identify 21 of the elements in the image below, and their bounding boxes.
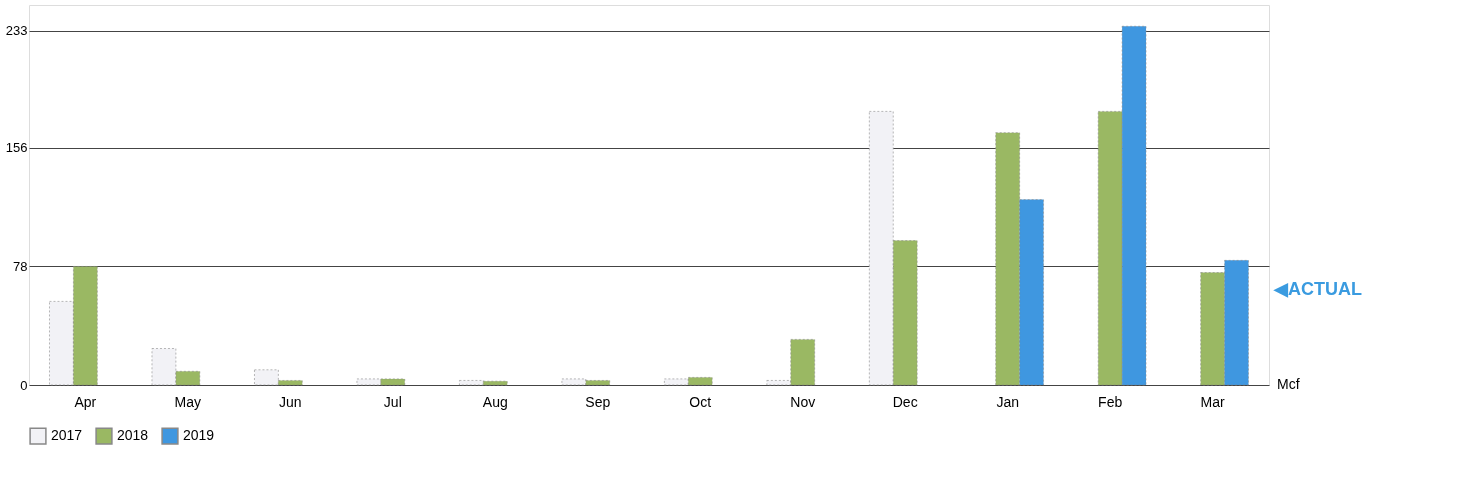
x-tick-label: Feb bbox=[1098, 393, 1123, 410]
x-tick-label: Sep bbox=[585, 393, 611, 410]
text: ◀ACTUAL bbox=[1273, 279, 1362, 299]
x-tick-label: Nov bbox=[790, 393, 816, 410]
x-tick-label: Jul bbox=[383, 393, 402, 410]
x-tick-label: Dec bbox=[892, 393, 918, 410]
legend-label: 2017 bbox=[51, 427, 83, 444]
y-tick-label: 0 bbox=[20, 377, 28, 393]
x-tick-label: May bbox=[174, 393, 202, 410]
y-tick-label: 78 bbox=[13, 258, 28, 274]
x-tick-label: Apr bbox=[74, 393, 97, 410]
x-tick-label: Jan bbox=[996, 393, 1019, 410]
x-tick-label: Oct bbox=[689, 393, 712, 410]
legend-label: 2018 bbox=[117, 427, 149, 444]
y-tick-label: 233 bbox=[5, 23, 28, 39]
x-tick-label: Jun bbox=[279, 393, 302, 410]
x-tick-label: Aug bbox=[482, 393, 508, 410]
y-axis-title: Mcf bbox=[1277, 376, 1300, 392]
y-tick-label: 156 bbox=[5, 140, 28, 156]
legend-label: 2019 bbox=[183, 427, 215, 444]
x-tick-label: Mar bbox=[1200, 393, 1226, 410]
